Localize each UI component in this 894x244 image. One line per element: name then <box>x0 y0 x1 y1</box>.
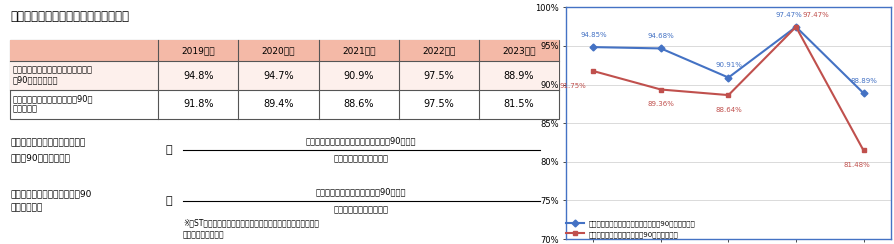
Text: 入院から再灌流までの時間が90分: 入院から再灌流までの時間が90分 <box>13 94 93 103</box>
Text: 入院からカテーテル穿刺までの時間: 入院からカテーテル穿刺までの時間 <box>13 65 93 74</box>
Text: 急性心筋梗塞受診患者数: 急性心筋梗塞受診患者数 <box>333 206 388 215</box>
Text: が90分以内の確率: が90分以内の確率 <box>13 75 58 84</box>
Bar <box>10 40 559 61</box>
Text: 2023年度: 2023年度 <box>502 46 536 55</box>
Text: 97.5%: 97.5% <box>423 99 454 109</box>
Text: 2020年度: 2020年度 <box>262 46 295 55</box>
Text: 88.64%: 88.64% <box>714 107 741 113</box>
Bar <box>10 40 559 119</box>
Text: 81.48%: 81.48% <box>842 162 869 168</box>
Text: 90.9%: 90.9% <box>343 71 374 81</box>
Text: 入院からカテーテル穿刺までの: 入院からカテーテル穿刺までの <box>10 138 85 147</box>
Text: 91.8%: 91.8% <box>183 99 214 109</box>
Text: 94.7%: 94.7% <box>263 71 293 81</box>
Text: 81.5%: 81.5% <box>503 99 534 109</box>
Text: 以内の確率: 以内の確率 <box>13 104 38 113</box>
Text: 89.36%: 89.36% <box>646 101 673 107</box>
Text: 97.47%: 97.47% <box>802 12 829 18</box>
Text: ＝: ＝ <box>165 196 172 206</box>
Text: 急性心筋梗塞に限定: 急性心筋梗塞に限定 <box>182 230 224 239</box>
Text: 入院から再灌流までの時間が90分以内: 入院から再灌流までの時間が90分以内 <box>316 187 406 196</box>
Text: 88.9%: 88.9% <box>503 71 534 81</box>
Text: 97.5%: 97.5% <box>423 71 454 81</box>
Text: 88.6%: 88.6% <box>343 99 374 109</box>
Text: 入院から再灌流までの時間が90: 入院から再灌流までの時間が90 <box>10 189 91 198</box>
Text: 94.68%: 94.68% <box>647 33 673 39</box>
Text: 89.4%: 89.4% <box>263 99 293 109</box>
Text: 94.8%: 94.8% <box>183 71 214 81</box>
Bar <box>10 61 559 90</box>
Text: 急性心筋梗塞受診患者数: 急性心筋梗塞受診患者数 <box>333 155 388 164</box>
Text: 2021年度: 2021年度 <box>342 46 375 55</box>
Text: 入院からカテーテル穿刺までの時間が90分以内: 入院からカテーテル穿刺までの時間が90分以内 <box>306 136 416 145</box>
Text: 88.89%: 88.89% <box>849 78 876 84</box>
Legend: 入院からカテーテル穿刺までの時間が90分以内の確率, 入院から再灌流までの時間が90分以内の確率: 入院からカテーテル穿刺までの時間が90分以内の確率, 入院から再灌流までの時間が… <box>562 217 698 240</box>
Text: 91.75%: 91.75% <box>559 83 586 89</box>
Text: 分以内の確率: 分以内の確率 <box>10 203 42 212</box>
Text: 2022年度: 2022年度 <box>422 46 455 55</box>
Text: 時間が90分以内の確率: 時間が90分以内の確率 <box>10 153 70 163</box>
Text: 急性心筋梗塞受診・再灌流までの時間: 急性心筋梗塞受診・再灌流までの時間 <box>10 10 129 23</box>
Text: 2019年度: 2019年度 <box>181 46 215 55</box>
Text: ※「ST上昇型急性心筋梗塞におけるガイドライン」に準拠した: ※「ST上昇型急性心筋梗塞におけるガイドライン」に準拠した <box>182 218 318 227</box>
Text: ＝: ＝ <box>165 145 172 155</box>
Text: 90.91%: 90.91% <box>714 62 741 68</box>
Text: 97.47%: 97.47% <box>775 12 802 18</box>
Text: 94.85%: 94.85% <box>579 32 606 38</box>
